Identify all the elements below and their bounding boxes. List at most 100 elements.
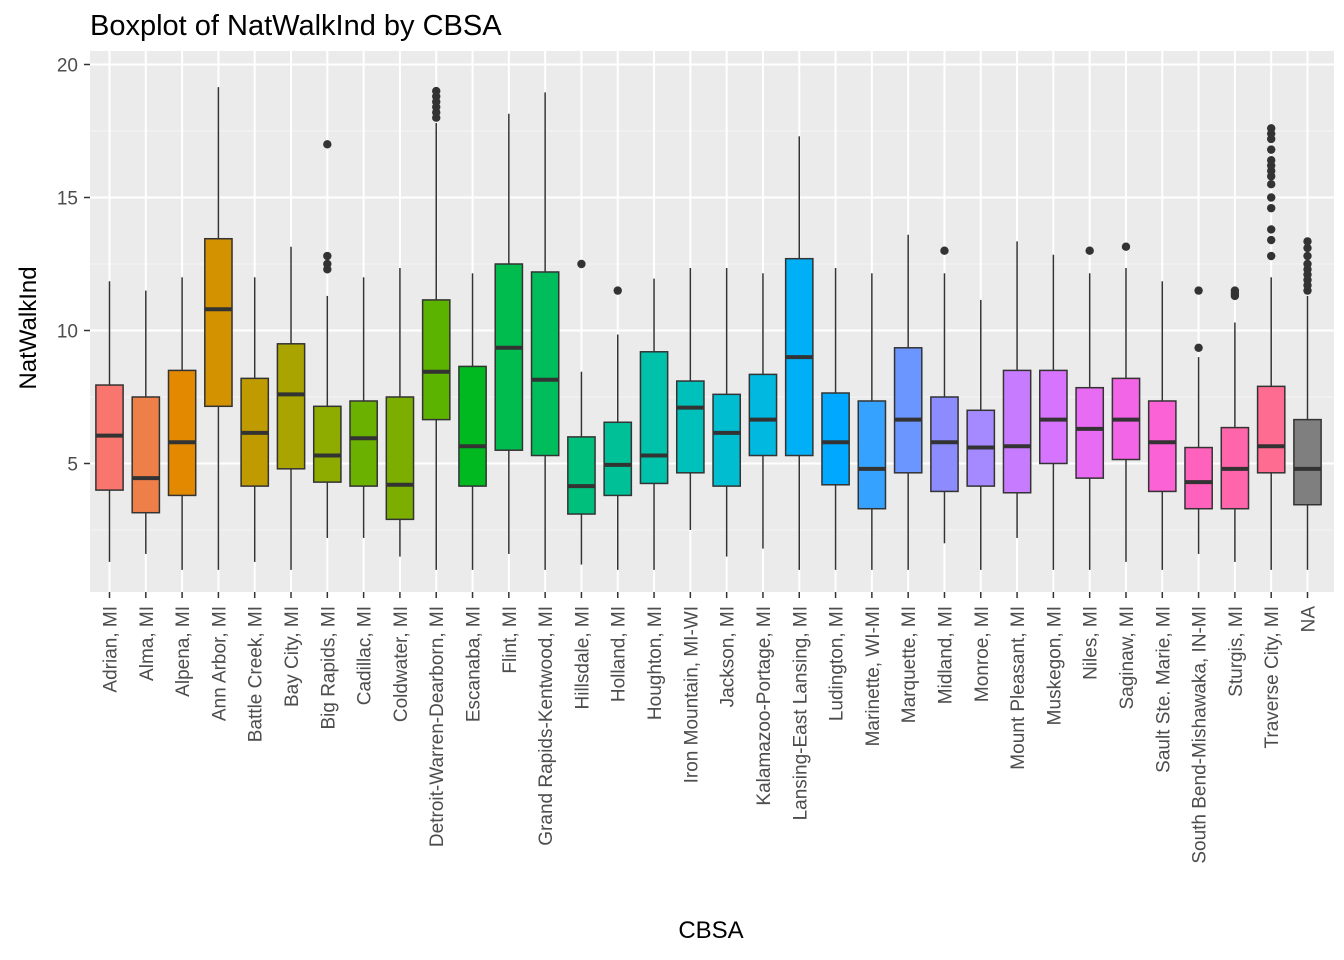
- x-tick-label: Detroit-Warren-Dearborn, MI: [427, 606, 448, 847]
- box-group: [421, 86, 451, 570]
- outlier-point: [613, 286, 622, 295]
- box-group: [930, 246, 959, 544]
- x-tick-label: Sault Ste. Marie, MI: [1153, 606, 1174, 773]
- box-group: [1039, 254, 1068, 570]
- box-group: [312, 140, 342, 538]
- outlier-point: [1266, 145, 1276, 154]
- box: [821, 392, 850, 486]
- x-tick-label: Escanaba, MI: [464, 606, 485, 722]
- y-tick-label: 15: [57, 189, 78, 210]
- box-group: [349, 277, 378, 538]
- box-group: [1002, 241, 1032, 538]
- box-group: [131, 290, 161, 554]
- outlier-point: [1303, 259, 1312, 269]
- plot-panel: [90, 51, 1334, 592]
- x-tick-label: Sturgis, MI: [1226, 606, 1247, 697]
- box: [131, 396, 161, 514]
- box: [712, 393, 742, 487]
- box-group: [893, 234, 923, 570]
- outlier-point: [1085, 246, 1094, 255]
- box-group: [1256, 124, 1286, 570]
- x-tick-label: Lansing-East Lansing, MI: [790, 606, 811, 820]
- box-group: [276, 246, 306, 570]
- x-tick-label: Bay City, MI: [282, 606, 303, 707]
- box-group: [167, 277, 197, 570]
- x-tick-label: Niles, MI: [1081, 606, 1102, 680]
- box-group: [821, 267, 850, 570]
- outlier-point: [1266, 193, 1276, 202]
- box: [385, 396, 415, 521]
- y-tick-label: 20: [57, 56, 78, 77]
- x-tick-label: Kalamazoo-Portage, MI: [754, 606, 775, 806]
- box: [1184, 446, 1213, 510]
- box: [1002, 369, 1032, 494]
- x-tick-label: Alpena, MI: [173, 606, 194, 697]
- outlier-point: [1266, 124, 1276, 133]
- box: [1147, 400, 1177, 493]
- x-tick-label: Battle Creek, MI: [246, 606, 267, 742]
- outlier-point: [940, 246, 949, 255]
- box-group: [712, 267, 742, 557]
- box-group: [240, 277, 270, 562]
- outlier-point: [1230, 286, 1240, 295]
- box-group: [1075, 246, 1105, 570]
- box: [312, 405, 342, 483]
- box: [167, 369, 197, 497]
- box-group: [204, 87, 233, 570]
- box-group: [1293, 237, 1322, 570]
- x-tick-label: Ludington, MI: [827, 606, 848, 721]
- axes: 5 10 15 20 Adrian, MI Alma, MI Alpena, MI Ann A…: [57, 56, 1320, 864]
- box-group: [1111, 242, 1141, 562]
- box-group: [1147, 281, 1177, 570]
- box: [567, 436, 596, 515]
- outlier-point: [1266, 251, 1276, 261]
- x-tick-label: Iron Mountain, MI-WI: [681, 606, 702, 783]
- box: [675, 380, 705, 474]
- box-group: [1184, 286, 1213, 554]
- x-tick-label: Muskegon, MI: [1044, 606, 1065, 725]
- x-axis-title: CBSA: [678, 917, 743, 944]
- box-group: [95, 281, 124, 562]
- box: [748, 373, 778, 457]
- outlier-point: [1121, 242, 1131, 251]
- outlier-point: [1266, 180, 1276, 189]
- x-tick-label: Adrian, MI: [101, 606, 122, 693]
- outlier-point: [1303, 243, 1312, 253]
- boxes: [95, 86, 1322, 570]
- outlier-point: [1266, 203, 1276, 213]
- box: [421, 299, 451, 421]
- y-tick-label: 5: [67, 455, 78, 476]
- x-tick-label: Holland, MI: [609, 606, 630, 702]
- x-tick-label: Hillsdale, MI: [572, 606, 593, 709]
- box-group: [857, 273, 887, 570]
- outlier-point: [432, 86, 441, 96]
- box-group: [603, 286, 633, 570]
- outlier-point: [1303, 251, 1312, 261]
- outlier-point: [1266, 235, 1276, 245]
- box: [893, 347, 923, 474]
- outlier-point: [323, 140, 332, 149]
- x-tick-label: Monroe, MI: [972, 606, 993, 702]
- x-tick-label: Big Rapids, MI: [318, 606, 339, 730]
- box: [1075, 386, 1105, 479]
- box-group: [385, 267, 415, 557]
- x-tick-label: Midland, MI: [935, 606, 956, 704]
- box: [639, 351, 669, 485]
- x-tick-label: South Bend-Mishawaka, IN-MI: [1190, 606, 1211, 864]
- x-tick-label: Marinette, WI-MI: [863, 606, 884, 746]
- x-tick-label: Jackson, MI: [718, 606, 739, 707]
- box: [349, 400, 378, 487]
- outlier-point: [323, 251, 332, 261]
- box-group: [567, 259, 596, 565]
- x-tick-label: Flint, MI: [500, 606, 521, 674]
- box-group: [458, 273, 487, 570]
- box: [204, 237, 233, 408]
- box-group: [748, 273, 778, 549]
- outlier-point: [1266, 156, 1276, 165]
- x-tick-label: Alma, MI: [137, 606, 158, 681]
- x-tick-label: Saginaw, MI: [1117, 606, 1138, 710]
- outlier-point: [323, 259, 332, 269]
- x-tick-label: Cadillac, MI: [355, 606, 376, 705]
- outlier-point: [1194, 286, 1203, 295]
